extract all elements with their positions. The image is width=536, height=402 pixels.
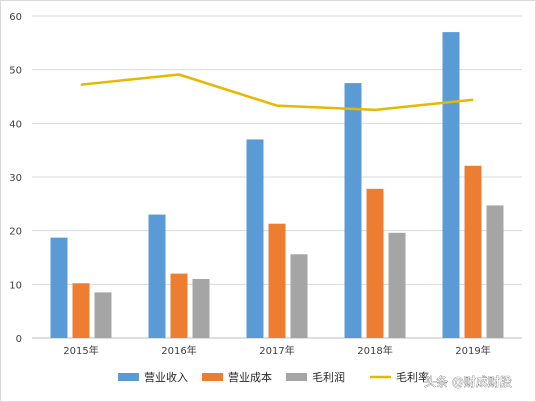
bar [148, 214, 166, 338]
y-axis: 0 10 20 30 40 50 60 [9, 12, 22, 345]
bar [268, 223, 286, 338]
legend-label: 营业成本 [228, 370, 272, 384]
line-series [80, 73, 474, 112]
bar [50, 237, 68, 338]
y-tick-label: 10 [9, 280, 22, 291]
y-tick-label: 20 [9, 227, 22, 238]
bar [442, 32, 460, 338]
x-tick-label: 2019年 [455, 344, 490, 357]
gridlines [32, 15, 522, 339]
x-tick-label: 2018年 [357, 344, 392, 357]
legend-swatch [118, 373, 139, 381]
bar [192, 278, 210, 338]
bars [50, 32, 504, 338]
bar [246, 139, 264, 338]
legend-label: 毛利率 [396, 370, 429, 384]
bar [170, 273, 188, 338]
line-path [80, 73, 474, 112]
bar [72, 283, 90, 338]
y-tick-label: 30 [9, 173, 22, 184]
x-tick-label: 2017年 [259, 344, 294, 357]
y-tick-label: 0 [16, 334, 22, 345]
y-tick-label: 50 [9, 66, 22, 77]
y-tick-label: 60 [9, 12, 22, 23]
watermark-text: 头条 @财成财股 [424, 375, 512, 389]
legend-label: 营业收入 [144, 370, 188, 384]
bar [366, 188, 384, 338]
line-point [80, 84, 82, 86]
y-tick-label: 40 [9, 119, 22, 130]
bar [464, 165, 482, 338]
line-point [374, 109, 376, 111]
line-point [472, 99, 474, 101]
bar [486, 205, 504, 338]
line-point [178, 73, 180, 75]
line-point [276, 105, 278, 107]
legend-label: 毛利润 [312, 370, 345, 384]
bar [344, 83, 362, 338]
x-tick-label: 2015年 [63, 344, 98, 357]
x-axis: 2015年 2016年 2017年 2018年 2019年 [63, 344, 490, 357]
bar [290, 254, 308, 338]
bar [388, 232, 406, 338]
legend: 营业收入 营业成本 毛利润 毛利率 [118, 370, 429, 384]
bar [94, 292, 112, 338]
x-tick-label: 2016年 [161, 344, 196, 357]
legend-swatch [202, 373, 223, 381]
legend-swatch [286, 373, 307, 381]
